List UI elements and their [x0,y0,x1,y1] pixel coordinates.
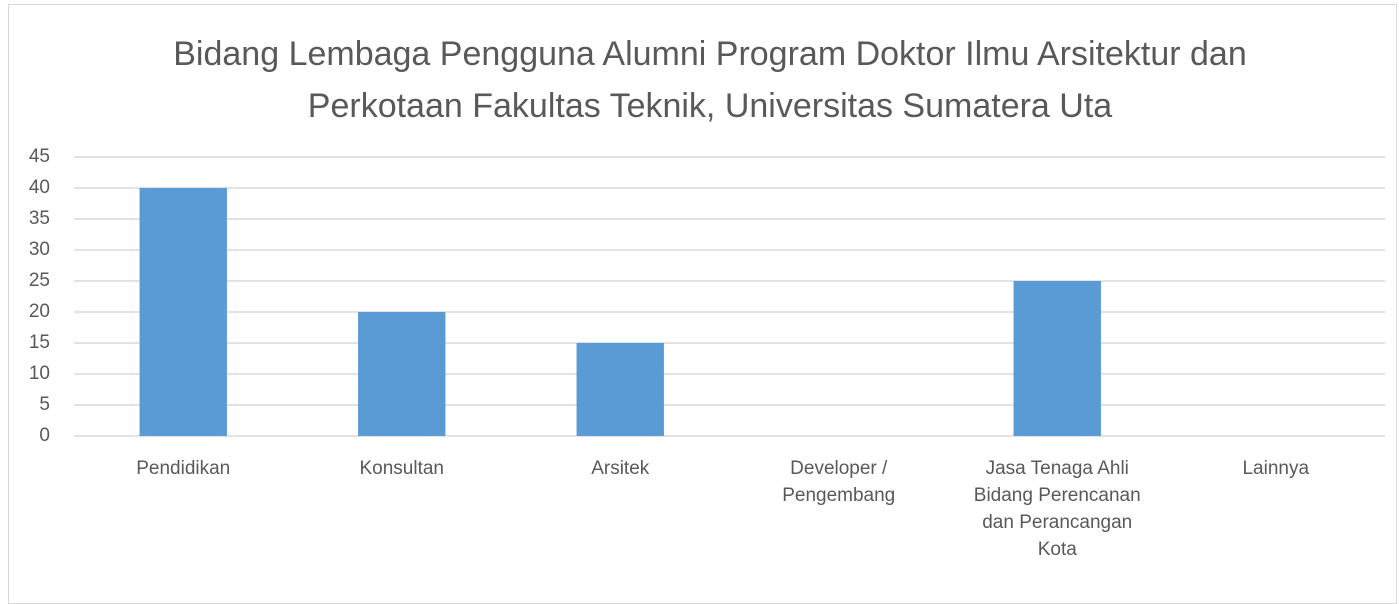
y-tick-label: 30 [29,239,50,260]
x-tick-label: Konsultan [359,458,444,479]
y-tick-label: 0 [39,425,50,446]
y-tick-label: 15 [29,332,50,353]
x-tick-label: Lainnya [1242,458,1310,479]
chart-title: Bidang Lembaga Pengguna Alumni Program D… [173,35,1247,125]
y-tick-label: 35 [29,208,50,229]
x-tick-label: Developer / Pengembang [782,458,896,506]
y-tick-label: 45 [29,146,50,167]
y-tick-label: 5 [39,394,50,415]
x-tick-label: Pendidikan [136,458,231,479]
bar [1013,281,1101,436]
bar [576,343,664,436]
y-tick-label: 10 [29,363,50,384]
y-tick-label: 25 [29,270,50,291]
bar [358,312,446,436]
x-tick-label: Arsitek [591,458,650,479]
chart: Bidang Lembaga Pengguna Alumni Program D… [8,4,1397,604]
x-tick-label: Jasa Tenaga Ahli Bidang Perencanan dan P… [973,458,1141,560]
plot: 0 5 10 15 20 25 30 35 40 45 [29,146,1385,446]
y-tick-label: 40 [29,177,50,198]
bar [139,188,227,436]
y-tick-label: 20 [29,301,50,322]
